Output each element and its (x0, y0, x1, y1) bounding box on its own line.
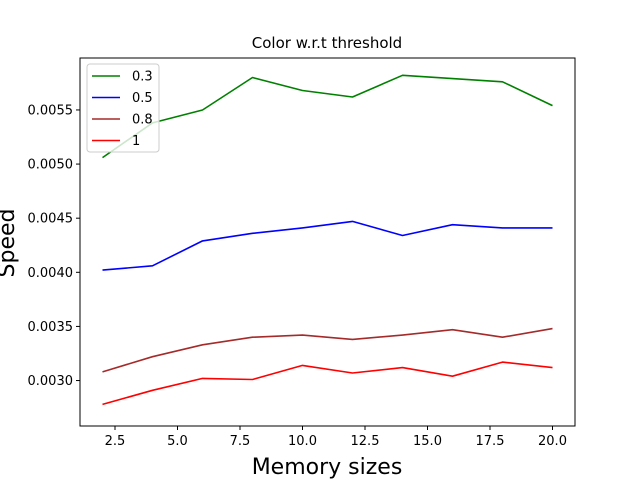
x-tick-label: 20.0 (538, 434, 567, 449)
y-axis-ticks: 0.0030 0.0035 0.0040 0.0045 0.0050 0.0055 (28, 103, 80, 389)
y-tick-label: 0.0035 (28, 320, 74, 335)
series-line-3 (102, 361, 553, 406)
plot-area (79, 57, 576, 427)
plot-frame (79, 57, 576, 427)
x-axis-ticks: 2.5 5.0 7.5 10.0 12.5 15.0 17.5 20.0 (105, 426, 567, 449)
x-tick-label: 12.5 (351, 434, 380, 449)
chart-title: Color w.r.t threshold (252, 34, 402, 52)
x-tick-label: 7.5 (230, 434, 251, 449)
x-tick-label: 10.0 (288, 434, 317, 449)
y-axis-label: Speed (0, 209, 20, 278)
y-tick-label: 0.0045 (28, 212, 74, 227)
x-tick-label: 15.0 (413, 434, 442, 449)
y-tick-label: 0.0050 (28, 158, 74, 173)
legend-label: 1 (132, 134, 140, 149)
y-tick-label: 0.0030 (28, 374, 74, 389)
x-tick-label: 2.5 (105, 434, 126, 449)
x-tick-label: 5.0 (167, 434, 188, 449)
series-line-2 (102, 327, 553, 373)
y-tick-label: 0.0055 (28, 103, 74, 118)
x-tick-label: 17.5 (476, 434, 505, 449)
x-axis-label: Memory sizes (252, 455, 403, 479)
series-line-1 (102, 220, 553, 271)
series-line-0 (102, 74, 553, 159)
legend-box (86, 63, 160, 153)
legend-label: 0.8 (132, 113, 153, 128)
legend-label: 0.3 (132, 70, 153, 85)
legend: 0.3 0.5 0.8 1 (86, 63, 160, 153)
y-tick-label: 0.0040 (28, 266, 74, 281)
legend-label: 0.5 (132, 91, 153, 106)
